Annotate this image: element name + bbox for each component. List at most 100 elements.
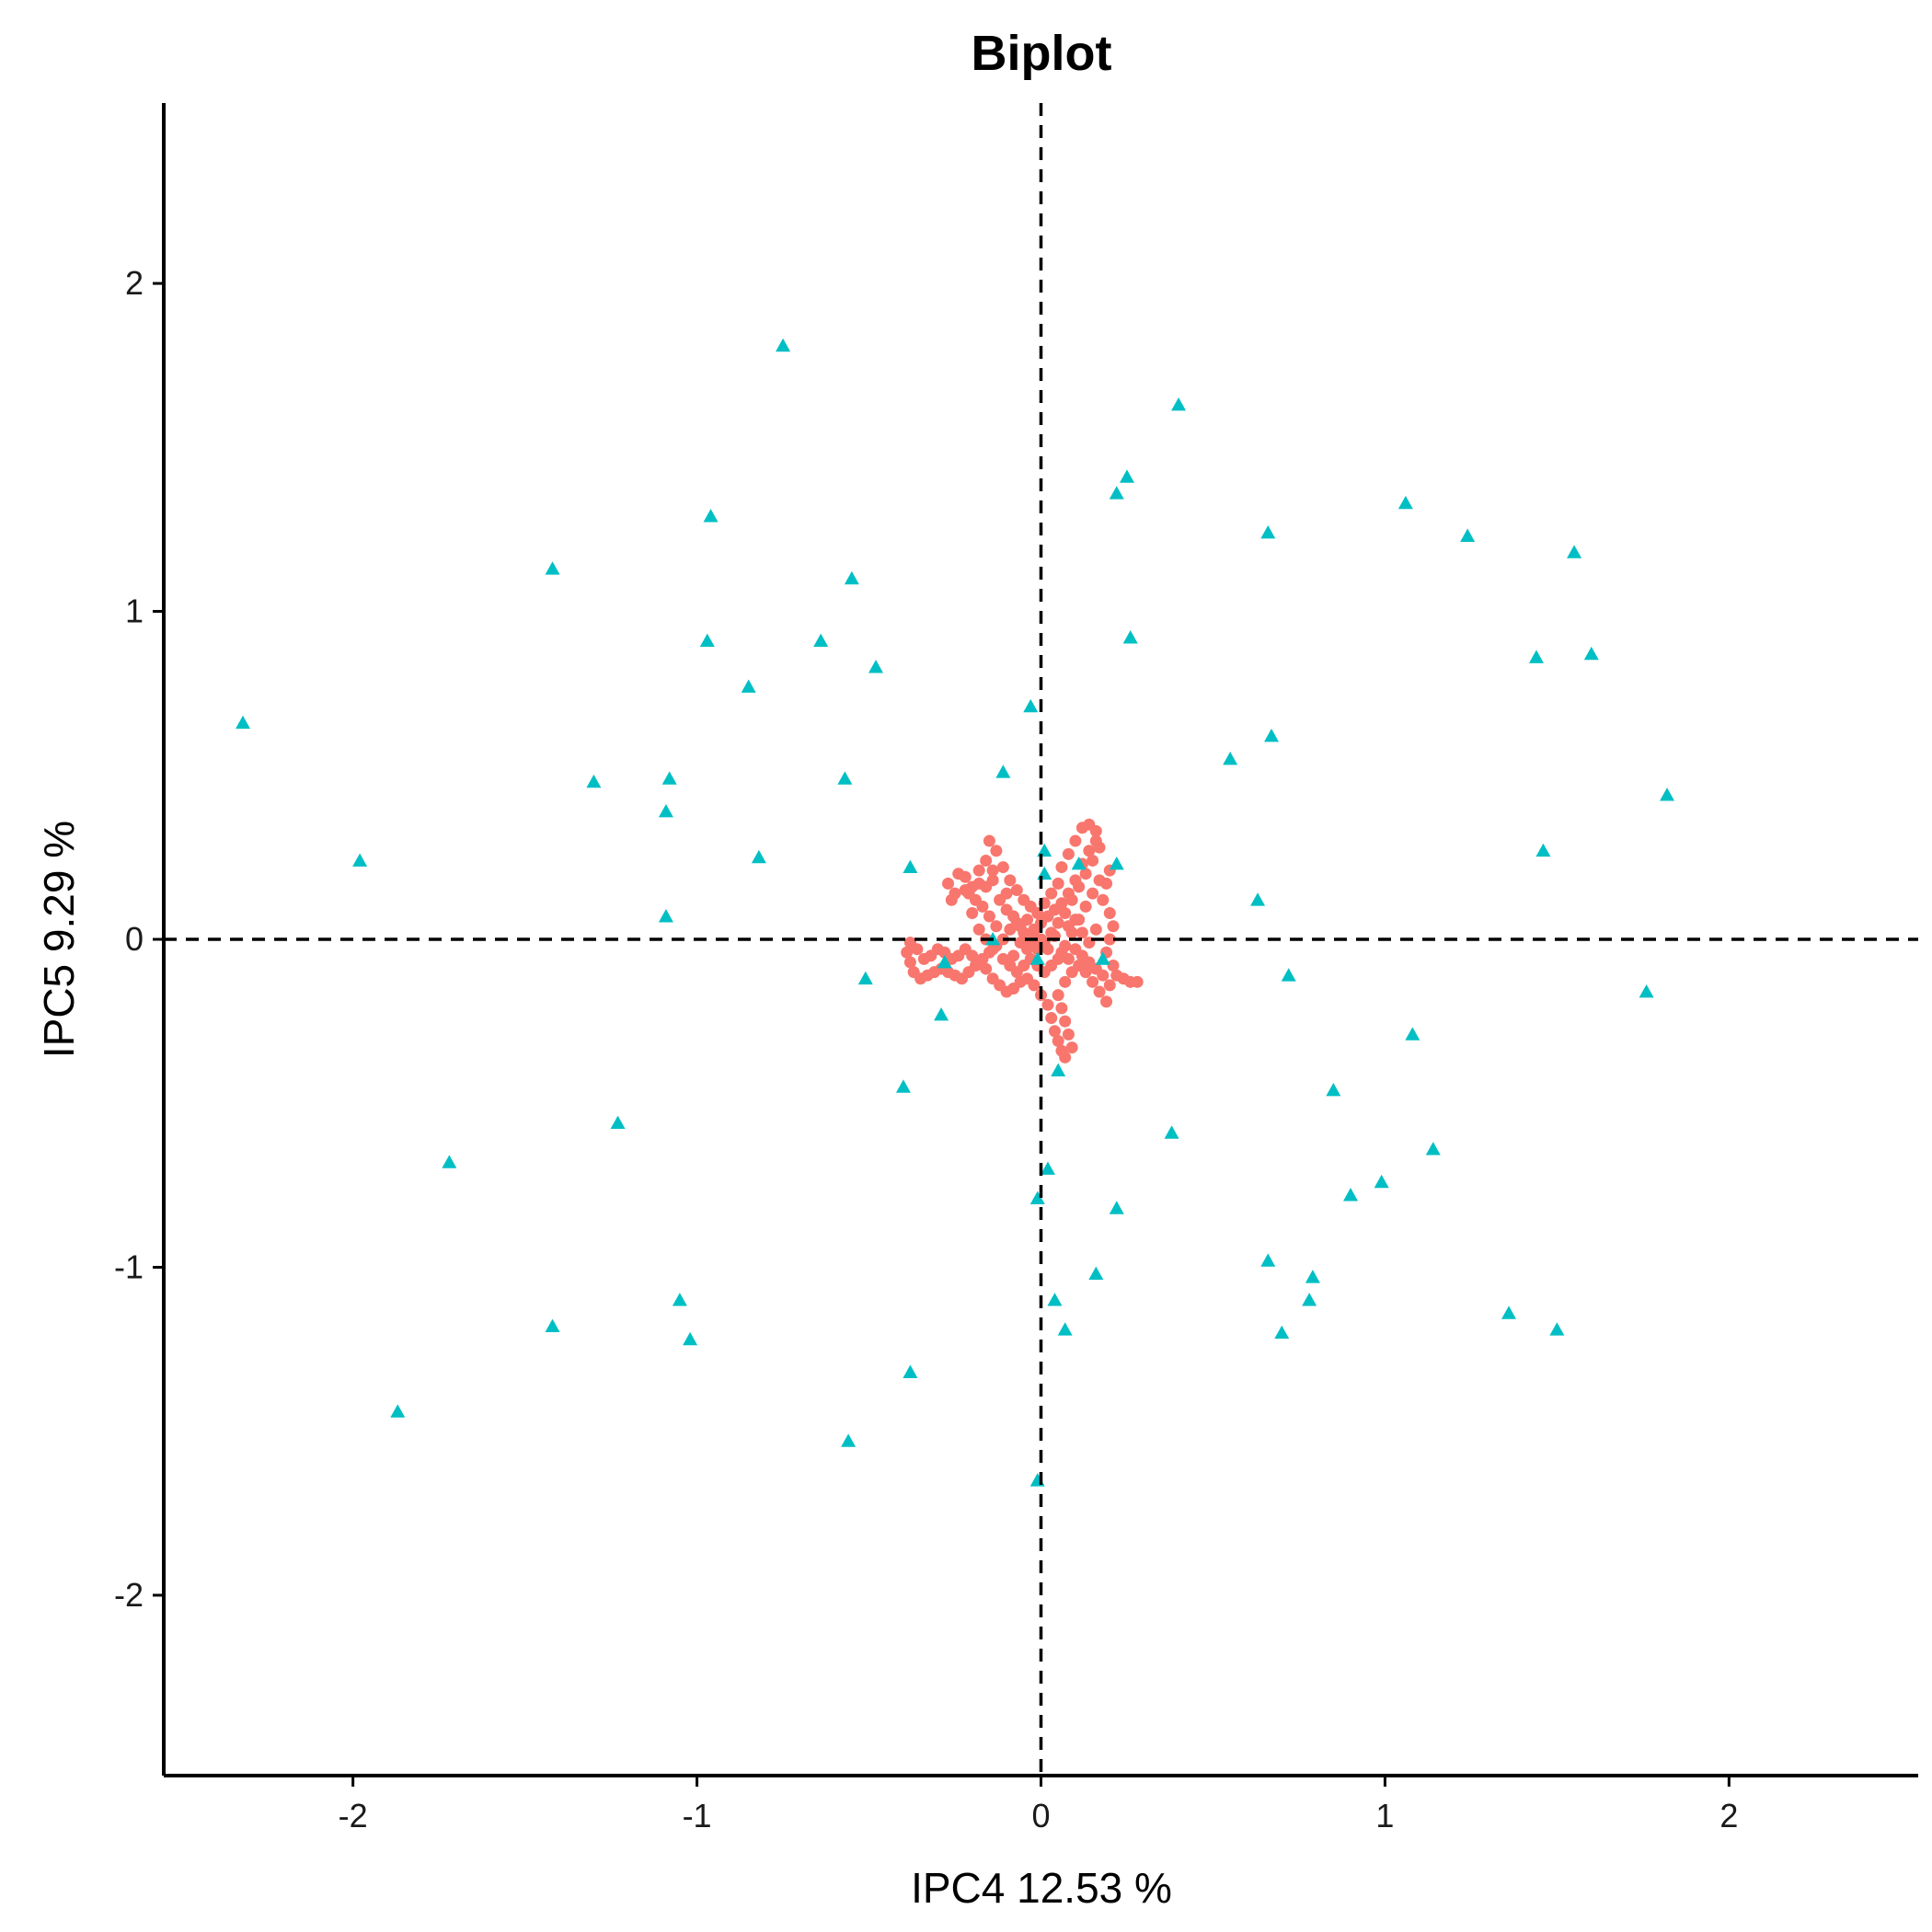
y-tick-label: 0 bbox=[125, 920, 144, 958]
loading-point bbox=[1326, 1082, 1341, 1097]
score-point bbox=[980, 880, 993, 893]
loading-point bbox=[813, 633, 829, 648]
score-point bbox=[1069, 874, 1082, 887]
loading-point bbox=[1501, 1305, 1517, 1319]
score-point bbox=[1103, 933, 1116, 946]
loading-point bbox=[683, 1331, 698, 1346]
loading-point bbox=[837, 771, 853, 785]
score-point bbox=[1107, 920, 1120, 933]
score-point bbox=[903, 956, 916, 969]
loading-point bbox=[903, 1364, 918, 1378]
loading-point bbox=[1305, 1270, 1320, 1283]
loading-point bbox=[841, 1433, 857, 1447]
score-point bbox=[1062, 1028, 1075, 1041]
score-point bbox=[1021, 914, 1034, 926]
loading-point bbox=[1274, 1325, 1290, 1340]
loading-point bbox=[1639, 984, 1654, 998]
loading-point bbox=[1119, 469, 1134, 483]
chart-title: Biplot bbox=[972, 26, 1112, 81]
x-tick-label: 0 bbox=[1031, 1797, 1050, 1834]
loading-point bbox=[1109, 857, 1124, 870]
loading-point bbox=[1109, 1201, 1124, 1214]
score-point bbox=[1052, 916, 1064, 929]
loading-point bbox=[1029, 1190, 1045, 1205]
score-point bbox=[986, 864, 999, 877]
x-axis-title: IPC4 12.53 % bbox=[911, 1864, 1172, 1912]
loading-point bbox=[1071, 857, 1087, 870]
score-point bbox=[959, 884, 972, 897]
loading-point bbox=[236, 715, 251, 730]
score-point bbox=[1055, 1002, 1068, 1015]
score-point bbox=[1059, 1015, 1072, 1028]
score-point bbox=[907, 966, 920, 979]
loading-point bbox=[741, 679, 756, 693]
score-point bbox=[1083, 845, 1096, 857]
score-point bbox=[1055, 861, 1068, 874]
score-point bbox=[1089, 923, 1102, 936]
y-tick-label: 2 bbox=[125, 264, 144, 302]
x-axis-ticks: -2 -1 0 1 2 bbox=[339, 1776, 1738, 1834]
score-point bbox=[983, 834, 995, 847]
loading-point bbox=[1057, 1322, 1073, 1336]
score-point bbox=[1087, 975, 1099, 988]
score-point bbox=[1059, 906, 1072, 919]
loading-point bbox=[545, 561, 560, 575]
loading-point bbox=[1088, 1266, 1104, 1280]
score-point bbox=[1079, 966, 1092, 979]
loading-point bbox=[868, 660, 884, 673]
score-point bbox=[1103, 906, 1116, 919]
loading-point bbox=[1260, 524, 1276, 539]
score-point bbox=[1089, 824, 1102, 837]
score-point bbox=[959, 870, 972, 883]
loading-point bbox=[586, 774, 602, 788]
loading-point bbox=[661, 771, 677, 785]
loading-point bbox=[1281, 968, 1296, 982]
score-point bbox=[1069, 834, 1082, 847]
loading-point bbox=[1171, 397, 1187, 411]
score-point bbox=[1097, 969, 1110, 982]
loading-point bbox=[1260, 1253, 1276, 1267]
loading-point bbox=[545, 1318, 560, 1333]
loading-point bbox=[1040, 1161, 1055, 1175]
loading-point bbox=[1583, 646, 1599, 661]
loading-point bbox=[1460, 528, 1476, 542]
score-point bbox=[1087, 854, 1099, 867]
score-point bbox=[1028, 979, 1041, 992]
loading-point bbox=[1567, 545, 1582, 558]
loading-point bbox=[699, 633, 715, 648]
score-point bbox=[1052, 989, 1064, 1002]
loading-point bbox=[844, 570, 859, 585]
loading-point bbox=[1549, 1322, 1565, 1336]
plot-area bbox=[236, 338, 1675, 1487]
loading-point bbox=[1660, 788, 1675, 801]
score-point bbox=[1041, 998, 1054, 1011]
loading-point bbox=[658, 803, 673, 818]
x-tick-label: -1 bbox=[683, 1797, 712, 1834]
score-point bbox=[1107, 960, 1120, 972]
score-point bbox=[1004, 923, 1017, 936]
score-point bbox=[972, 923, 985, 936]
loading-point bbox=[390, 1404, 406, 1418]
score-point bbox=[901, 946, 914, 959]
score-point bbox=[1014, 937, 1027, 949]
score-point bbox=[1007, 910, 1020, 923]
loading-point bbox=[1095, 951, 1110, 965]
score-point bbox=[1041, 943, 1054, 956]
loading-point bbox=[1029, 951, 1045, 965]
score-point bbox=[1045, 1012, 1058, 1025]
loading-point bbox=[1343, 1188, 1359, 1202]
score-point bbox=[1059, 975, 1072, 988]
x-tick-label: -2 bbox=[339, 1797, 368, 1834]
loading-point bbox=[903, 859, 918, 873]
score-point bbox=[1055, 897, 1068, 910]
score-point bbox=[945, 893, 958, 906]
score-point bbox=[1093, 985, 1106, 998]
y-tick-label: -1 bbox=[114, 1248, 144, 1285]
loading-point bbox=[937, 954, 952, 969]
loading-point bbox=[1302, 1293, 1317, 1306]
loading-point bbox=[1250, 892, 1266, 906]
score-point bbox=[1100, 995, 1113, 1008]
score-point bbox=[1004, 874, 1017, 887]
score-point bbox=[942, 877, 955, 890]
